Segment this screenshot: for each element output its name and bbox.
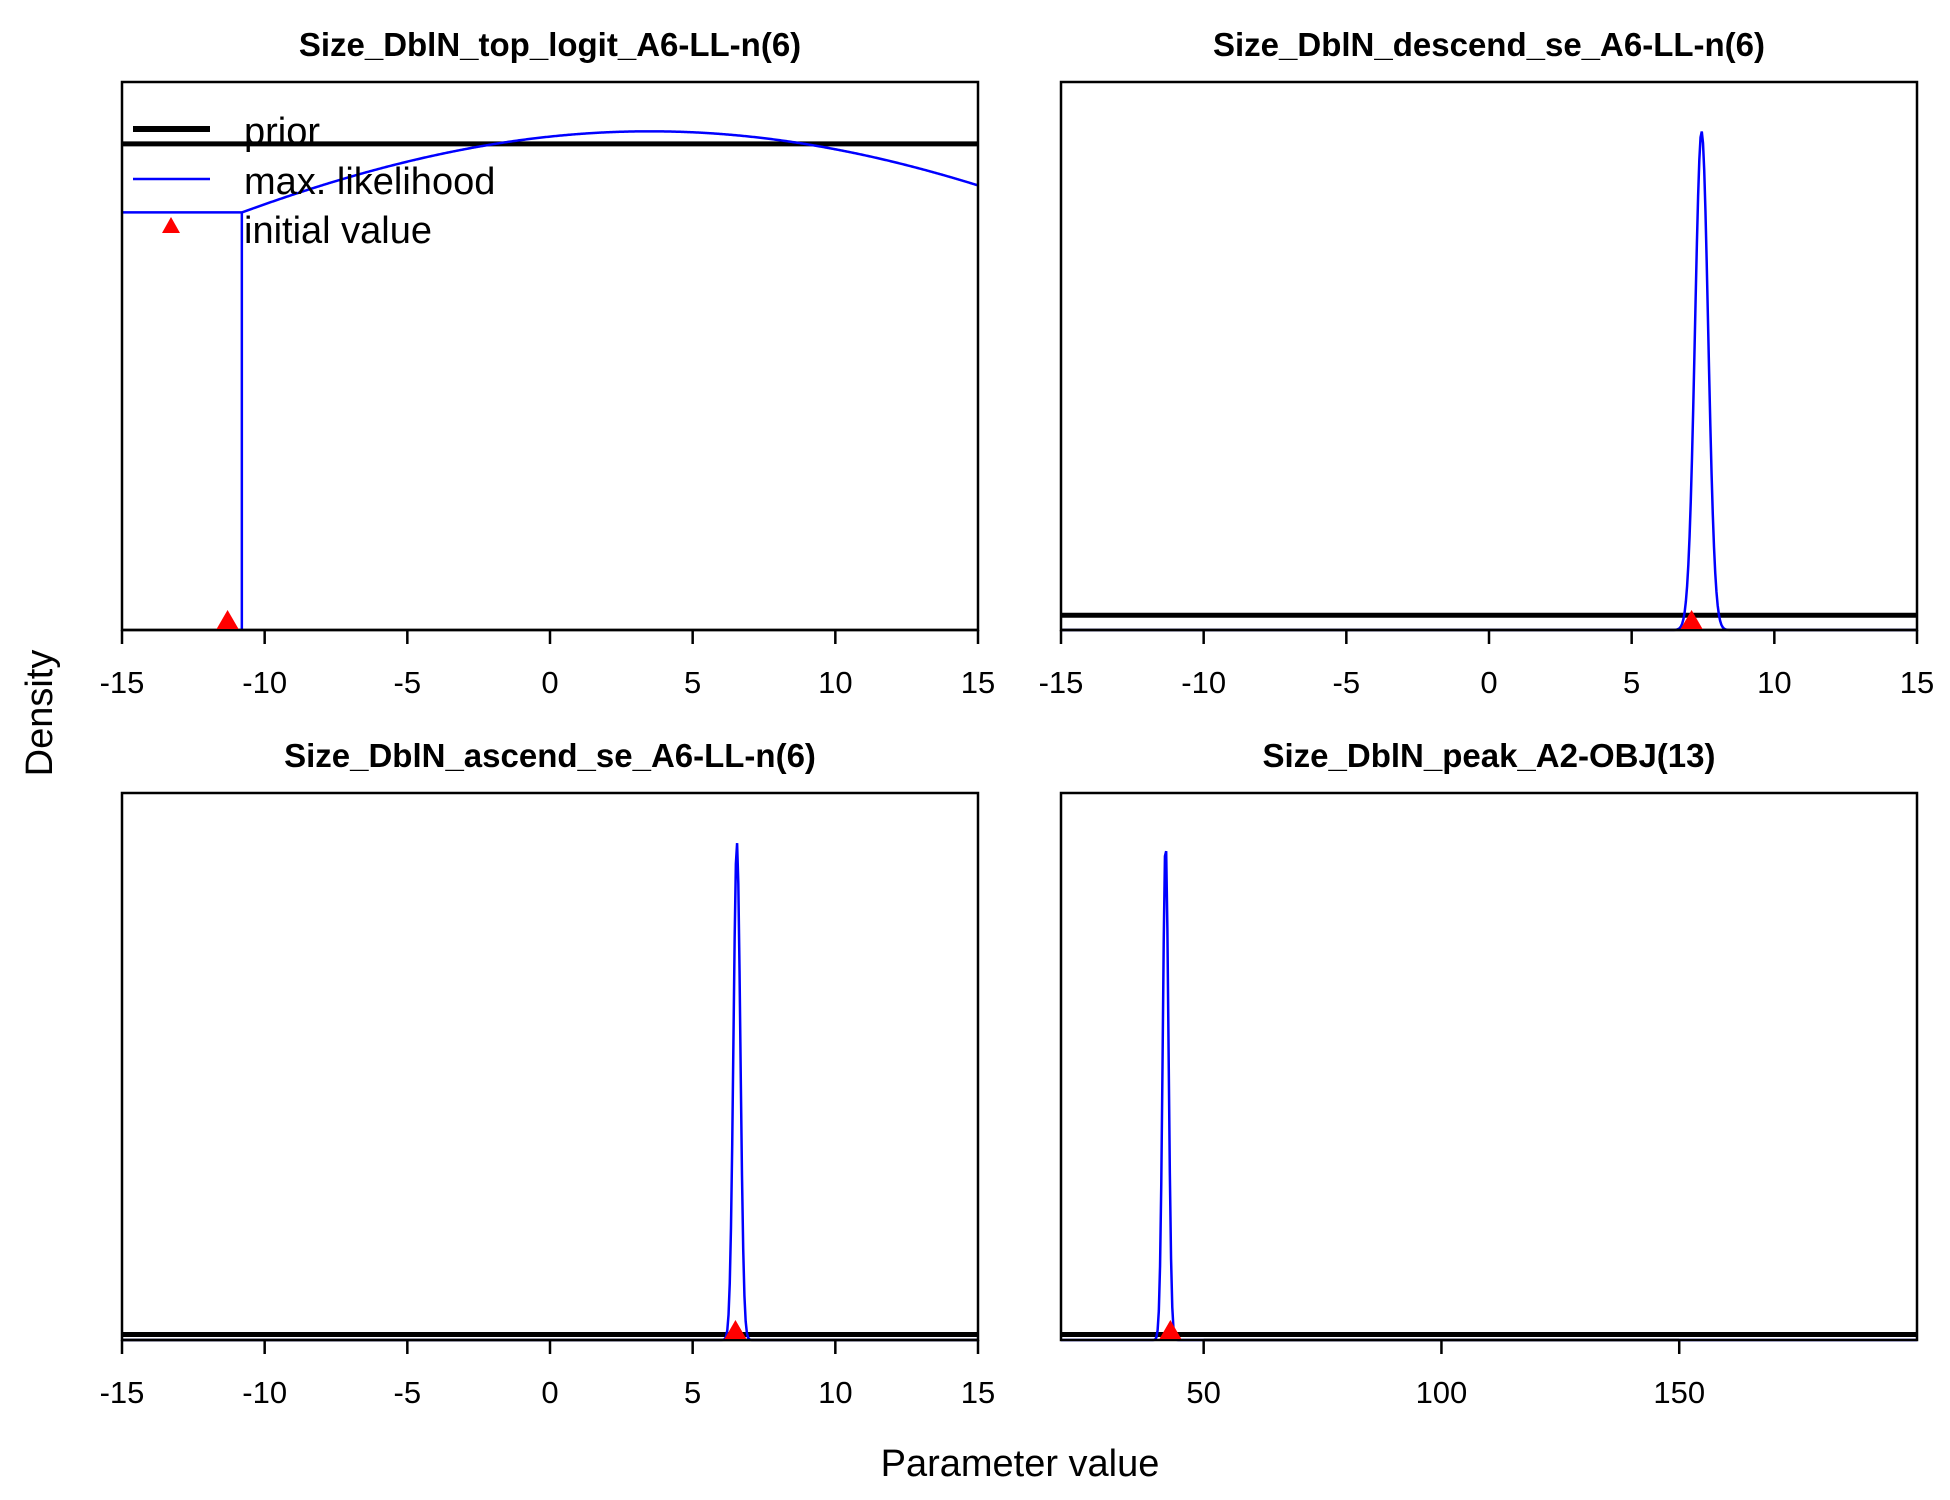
x-tick-label: 150 xyxy=(1653,1375,1705,1410)
x-tick-label: -15 xyxy=(1039,665,1084,700)
max-likelihood-curve xyxy=(1061,850,1917,1342)
x-tick-label: 10 xyxy=(1757,665,1791,700)
legend-item-initial-value: initial value xyxy=(162,210,432,252)
x-axis-title: Parameter value xyxy=(881,1443,1160,1485)
plot-frame xyxy=(120,791,980,1342)
legend-label: max. likelihood xyxy=(244,161,495,203)
x-tick-label: 15 xyxy=(961,1375,995,1410)
panels: Size_DblN_top_logit_A6-LL-n(6) -15 -10 -5 0 5… xyxy=(100,26,1935,1410)
panel-4: Size_DblN_peak_A2-OBJ(13) 50 100 150 xyxy=(1059,737,1919,1410)
x-axis: -15 -10 -5 0 5 10 15 xyxy=(1039,628,1934,700)
x-tick-label: -10 xyxy=(1181,665,1226,700)
x-tick-label: 0 xyxy=(541,665,558,700)
x-tick-label: 10 xyxy=(818,1375,852,1410)
x-tick-label: -5 xyxy=(394,1375,422,1410)
x-tick-label: 5 xyxy=(684,1375,701,1410)
max-likelihood-curve xyxy=(122,843,978,1342)
panel-title: Size_DblN_peak_A2-OBJ(13) xyxy=(1262,737,1715,774)
plot-frame xyxy=(1059,80,1919,632)
legend: prior max. likelihood initial value xyxy=(133,111,495,252)
x-tick-label: 15 xyxy=(961,665,995,700)
y-axis-title: Density xyxy=(19,650,61,777)
x-tick-label: 5 xyxy=(1623,665,1640,700)
panel-title: Size_DblN_descend_se_A6-LL-n(6) xyxy=(1213,26,1765,63)
x-tick-label: 5 xyxy=(684,665,701,700)
x-tick-label: -5 xyxy=(1333,665,1361,700)
max-likelihood-curve xyxy=(122,130,979,630)
x-tick-label: 0 xyxy=(1480,665,1497,700)
legend-item-prior: prior xyxy=(133,111,320,153)
legend-label: initial value xyxy=(244,210,432,252)
legend-symbol xyxy=(162,217,180,233)
initial-value-marker xyxy=(724,1320,747,1339)
legend-label: prior xyxy=(244,111,320,153)
plot-frame xyxy=(1059,791,1919,1342)
panel-2: Size_DblN_descend_se_A6-LL-n(6) -15 -10 -5 0… xyxy=(1039,26,1935,700)
x-tick-label: -15 xyxy=(100,1375,145,1410)
panel-1: Size_DblN_top_logit_A6-LL-n(6) -15 -10 -5 0 5… xyxy=(100,26,996,700)
panel-title: Size_DblN_ascend_se_A6-LL-n(6) xyxy=(284,737,816,774)
max-likelihood-curve xyxy=(1061,131,1917,632)
x-tick-label: 15 xyxy=(1900,665,1934,700)
panel-title: Size_DblN_top_logit_A6-LL-n(6) xyxy=(299,26,801,63)
x-tick-label: -10 xyxy=(242,1375,287,1410)
x-tick-label: 10 xyxy=(818,665,852,700)
x-tick-label: -5 xyxy=(394,665,422,700)
x-axis: -15 -10 -5 0 5 10 15 xyxy=(100,1338,995,1410)
x-tick-label: 0 xyxy=(541,1375,558,1410)
initial-value-marker xyxy=(1680,610,1703,629)
x-axis: -15 -10 -5 0 5 10 15 xyxy=(100,628,995,700)
x-tick-label: -15 xyxy=(100,665,145,700)
initial-value-marker xyxy=(1159,1320,1182,1339)
x-tick-label: 50 xyxy=(1186,1375,1220,1410)
x-tick-label: 100 xyxy=(1416,1375,1468,1410)
panel-3: Size_DblN_ascend_se_A6-LL-n(6) -15 -10 -5 0 5… xyxy=(100,737,996,1410)
legend-item-max-likelihood: max. likelihood xyxy=(133,161,495,203)
initial-value-marker xyxy=(216,610,239,629)
x-tick-label: -10 xyxy=(242,665,287,700)
x-axis: 50 100 150 xyxy=(1186,1338,1705,1410)
